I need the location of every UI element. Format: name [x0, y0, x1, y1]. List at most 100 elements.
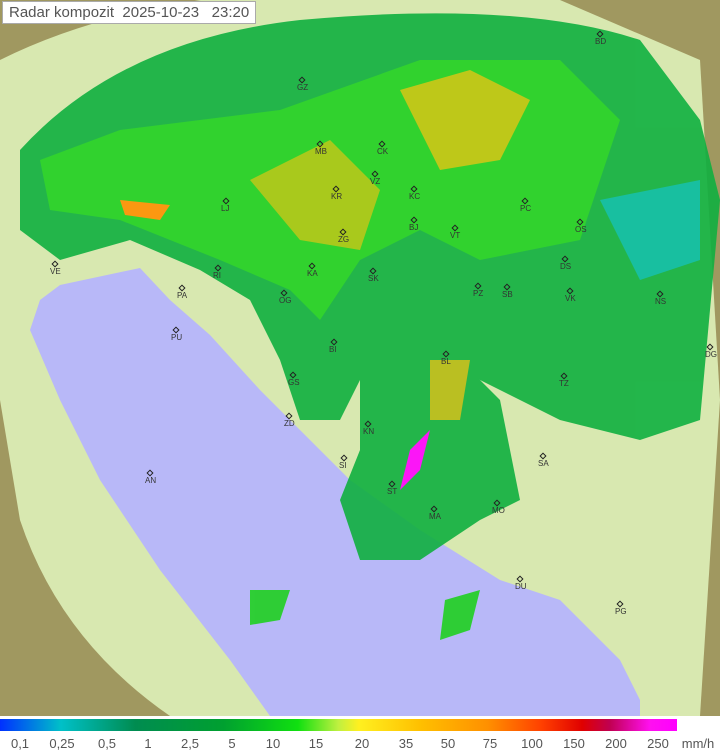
city-marker-icon: [289, 371, 297, 379]
city-marker-icon: [340, 454, 348, 462]
city-label: DS: [560, 262, 571, 271]
city-marker-icon: [339, 228, 347, 236]
city-marker-icon: [410, 216, 418, 224]
city-label: LJ: [221, 204, 229, 213]
city-label: GS: [288, 378, 300, 387]
city-marker-icon: [521, 197, 529, 205]
city-marker-icon: [51, 260, 59, 268]
legend-tick: 0,25: [49, 736, 75, 751]
city-label: KC: [409, 192, 420, 201]
city-label: MO: [492, 506, 505, 515]
city-label: OG: [279, 296, 291, 305]
city-marker-icon: [172, 326, 180, 334]
title-time: 23:20: [211, 4, 250, 21]
city-label: VE: [50, 267, 61, 276]
legend-tick: 75: [482, 736, 498, 751]
radar-map: GZ BD MB CK VZ KR KC LJ ZG BJ VT PC OS VE RI KA SK DS VK NS…: [0, 0, 720, 716]
city-label: SK: [368, 274, 379, 283]
city-marker-icon: [214, 264, 222, 272]
city-marker-icon: [576, 218, 584, 226]
city-label: BI: [329, 345, 337, 354]
legend-tick: 5: [228, 736, 236, 751]
city-label: VZ: [370, 177, 380, 186]
legend-tick: 150: [563, 736, 585, 751]
city-label: MB: [315, 147, 327, 156]
city-label: PA: [177, 291, 188, 300]
city-marker-icon: [369, 267, 377, 275]
city-label: ST: [387, 487, 397, 496]
city-label: KN: [363, 427, 374, 436]
city-markers: GZ BD MB CK VZ KR KC LJ ZG BJ VT PC OS VE RI KA SK DS VK NS…: [50, 30, 717, 616]
city-label: CK: [377, 147, 389, 156]
map-title: Radar kompozit 2025-10-23 23:20: [2, 1, 257, 24]
city-label: DU: [515, 582, 527, 591]
city-marker-icon: [222, 197, 230, 205]
city-label: VK: [565, 294, 576, 303]
legend-tick: 100: [521, 736, 543, 751]
city-marker-icon: [451, 224, 459, 232]
city-label: BL: [441, 357, 451, 366]
legend-tick: 15: [308, 736, 324, 751]
legend-tick: 35: [398, 736, 414, 751]
city-label: NS: [655, 297, 666, 306]
city-marker-icon: [332, 185, 340, 193]
city-marker-icon: [596, 30, 604, 38]
city-marker-icon: [371, 170, 379, 178]
city-marker-icon: [308, 262, 316, 270]
city-marker-icon: [493, 499, 501, 507]
city-label: ZG: [338, 235, 349, 244]
city-label: SB: [502, 290, 513, 299]
city-marker-icon: [298, 76, 306, 84]
city-label: BJ: [409, 223, 418, 232]
radar-echoes: [20, 13, 720, 640]
city-marker-icon: [430, 505, 438, 513]
legend-tick: 0,5: [97, 736, 117, 751]
legend-tick: 250: [647, 736, 669, 751]
city-marker-icon: [378, 140, 386, 148]
city-marker-icon: [178, 284, 186, 292]
title-name: Radar kompozit: [9, 4, 115, 21]
legend-tick: 200: [605, 736, 627, 751]
legend-tick: 2,5: [180, 736, 200, 751]
city-marker-icon: [539, 452, 547, 460]
city-marker-icon: [388, 480, 396, 488]
legend-unit: mm/h: [681, 736, 715, 751]
city-marker-icon: [706, 343, 714, 351]
city-marker-icon: [410, 185, 418, 193]
city-label: AN: [145, 476, 156, 485]
city-label: PU: [171, 333, 182, 342]
city-marker-icon: [316, 140, 324, 148]
city-marker-icon: [285, 412, 293, 420]
city-label: GZ: [297, 83, 308, 92]
city-marker-icon: [330, 338, 338, 346]
city-label: OS: [575, 225, 587, 234]
city-label: PG: [615, 607, 627, 616]
city-label: KR: [331, 192, 342, 201]
city-marker-icon: [146, 469, 154, 477]
city-marker-icon: [474, 282, 482, 290]
legend-color-bar: [0, 719, 677, 731]
city-label: RI: [213, 271, 221, 280]
legend-tick: 20: [354, 736, 370, 751]
adriatic-sea: [30, 268, 640, 716]
city-marker-icon: [442, 350, 450, 358]
city-label: DG: [705, 350, 717, 359]
city-marker-icon: [364, 420, 372, 428]
city-marker-icon: [656, 290, 664, 298]
city-label: TZ: [559, 379, 569, 388]
city-marker-icon: [561, 255, 569, 263]
legend-tick: 1: [144, 736, 152, 751]
city-marker-icon: [280, 289, 288, 297]
legend-tick: 50: [440, 736, 456, 751]
city-label: MA: [429, 512, 442, 521]
city-marker-icon: [503, 283, 511, 291]
city-label: ZD: [284, 419, 295, 428]
city-label: SA: [538, 459, 549, 468]
city-label: SI: [339, 461, 347, 470]
city-marker-icon: [516, 575, 524, 583]
city-marker-icon: [560, 372, 568, 380]
city-marker-icon: [616, 600, 624, 608]
city-marker-icon: [566, 287, 574, 295]
city-label: PC: [520, 204, 531, 213]
city-label: PZ: [473, 289, 483, 298]
